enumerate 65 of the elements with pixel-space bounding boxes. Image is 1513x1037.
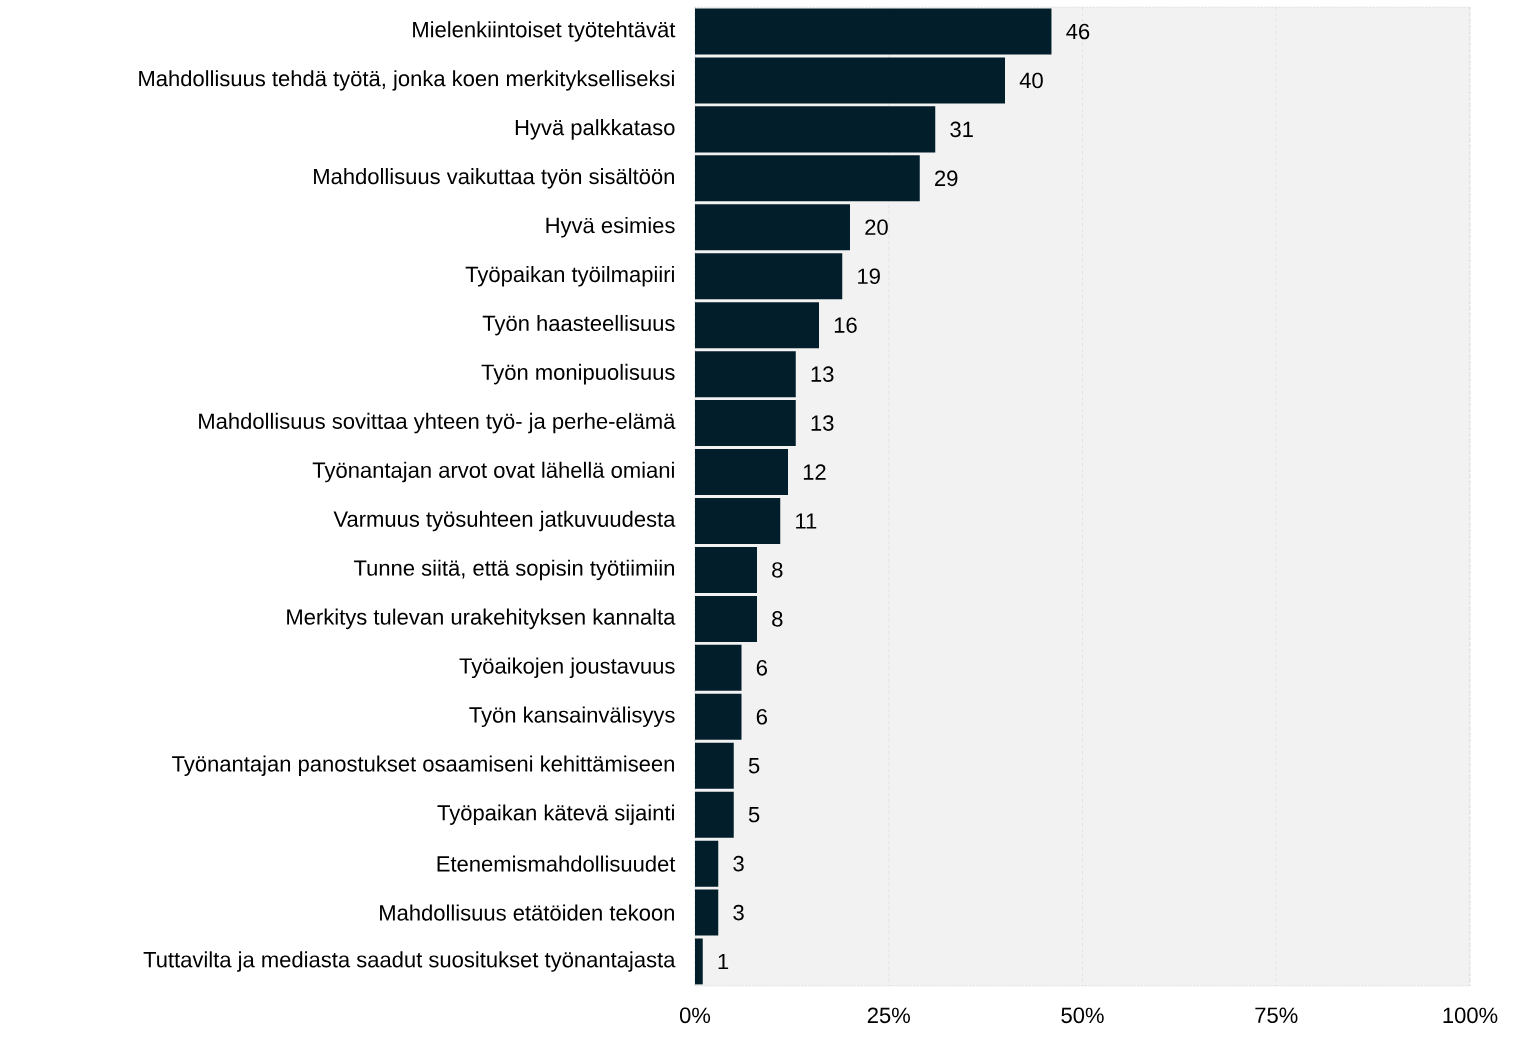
data-label: 8 [772, 562, 783, 578]
y-tick-label: Työn haasteellisuus [482, 314, 675, 336]
y-tick-label: Työpaikan kätevä sijainti [437, 804, 674, 825]
x-tick-label: 75% [1255, 1007, 1298, 1024]
bar [695, 889, 719, 936]
data-label: 20 [865, 219, 888, 236]
x-tick-label: 0% [679, 1007, 711, 1024]
data-label: 6 [756, 660, 767, 676]
data-label: 6 [756, 708, 767, 725]
bar [695, 8, 1052, 55]
bar [695, 57, 1005, 104]
y-tick-label: Mahdollisuus etätöiden tekoon [380, 904, 674, 921]
y-tick-label: Varmuus työsuhteen jatkuvuudesta [333, 510, 676, 532]
data-label: 16 [834, 317, 857, 333]
y-tick-label: Mahdollisuus vaikuttaa työn sisältöön [314, 168, 674, 189]
bar [695, 400, 796, 447]
y-tick-label: Työn monipuolisuus [481, 363, 675, 385]
bar [695, 742, 734, 789]
data-label: 19 [858, 268, 880, 285]
y-tick-label: Mahdollisuus tehdä työtä, jonka koen merkitykselliseksi [139, 70, 674, 91]
data-label: 11 [796, 513, 817, 529]
data-label: 3 [733, 855, 744, 872]
bar [695, 106, 936, 153]
y-tick-label: Hyvä esimies [546, 217, 675, 238]
y-tick-label: Mielenkiintoiset työtehtävät [413, 21, 676, 42]
data-label: 8 [772, 611, 783, 627]
data-label: 31 [950, 121, 973, 138]
bar [695, 155, 920, 202]
y-tick-label: Työnantajan panostukset osaamiseni kehittämiseen [172, 755, 674, 776]
y-tick-label: Mahdollisuus sovittaa yhteen työ- ja perhe-elämä [199, 412, 676, 434]
data-label: 29 [935, 170, 958, 187]
data-label: 1 [718, 953, 729, 970]
y-tick-label: Tuttavilta ja mediasta saadut suositukset työnantajasta [143, 951, 676, 972]
bar [695, 449, 788, 496]
y-tick-label: Merkitys tulevan urakehityksen kannalta [287, 608, 676, 630]
bar [695, 840, 719, 887]
bar [695, 253, 843, 300]
bar [695, 938, 703, 985]
data-label: 12 [803, 464, 826, 480]
bar [695, 497, 781, 544]
data-label: 13 [811, 415, 834, 431]
bar [695, 204, 850, 251]
bar [695, 595, 757, 642]
y-tick-label: Työnantajan arvot ovat lähellä omiani [312, 461, 674, 483]
y-tick-label: Työpaikan työilmapiiri [465, 265, 674, 287]
data-label: 13 [811, 366, 834, 382]
x-tick-label: 50% [1061, 1007, 1104, 1024]
data-label: 46 [1066, 23, 1090, 40]
y-tick-label: Työaikojen joustavuus [459, 657, 675, 679]
data-label: 40 [1019, 72, 1043, 89]
x-tick-label: 100% [1443, 1007, 1498, 1024]
bar [695, 546, 757, 593]
y-tick-label: Hyvä palkkataso [515, 119, 675, 140]
x-tick-label: 25% [867, 1007, 910, 1024]
data-label: 3 [733, 904, 744, 921]
y-tick-label: Etenemismahdollisuudet [437, 855, 676, 872]
bar [695, 351, 796, 398]
data-label: 5 [748, 758, 760, 774]
bar [695, 302, 819, 349]
bar [695, 791, 734, 838]
bar [695, 644, 742, 691]
y-tick-label: Tunne siitä, että sopisin työtiimiin [353, 559, 674, 581]
y-tick-label: Työn kansainvälisyys [469, 706, 675, 728]
bar [695, 693, 742, 740]
data-label: 5 [748, 807, 760, 823]
